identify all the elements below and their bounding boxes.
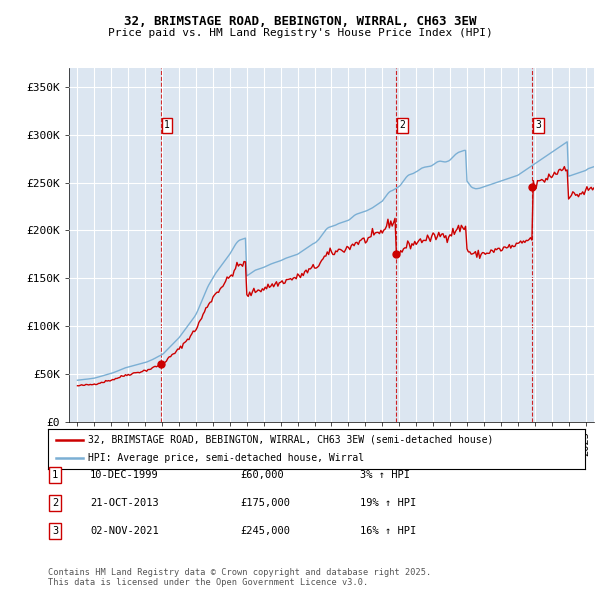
Text: Price paid vs. HM Land Registry's House Price Index (HPI): Price paid vs. HM Land Registry's House …	[107, 28, 493, 38]
Text: 3: 3	[535, 120, 541, 130]
Text: 32, BRIMSTAGE ROAD, BEBINGTON, WIRRAL, CH63 3EW (semi-detached house): 32, BRIMSTAGE ROAD, BEBINGTON, WIRRAL, C…	[88, 435, 494, 445]
Text: 10-DEC-1999: 10-DEC-1999	[90, 470, 159, 480]
Text: 21-OCT-2013: 21-OCT-2013	[90, 498, 159, 507]
Text: 02-NOV-2021: 02-NOV-2021	[90, 526, 159, 536]
Text: 16% ↑ HPI: 16% ↑ HPI	[360, 526, 416, 536]
Text: £175,000: £175,000	[240, 498, 290, 507]
Text: 3: 3	[52, 526, 58, 536]
Text: Contains HM Land Registry data © Crown copyright and database right 2025.
This d: Contains HM Land Registry data © Crown c…	[48, 568, 431, 587]
Text: 32, BRIMSTAGE ROAD, BEBINGTON, WIRRAL, CH63 3EW: 32, BRIMSTAGE ROAD, BEBINGTON, WIRRAL, C…	[124, 15, 476, 28]
Text: £245,000: £245,000	[240, 526, 290, 536]
Text: 2: 2	[52, 498, 58, 507]
Text: 1: 1	[52, 470, 58, 480]
Text: 1: 1	[164, 120, 170, 130]
Text: £60,000: £60,000	[240, 470, 284, 480]
Text: HPI: Average price, semi-detached house, Wirral: HPI: Average price, semi-detached house,…	[88, 453, 364, 463]
Text: 2: 2	[399, 120, 405, 130]
Text: 3% ↑ HPI: 3% ↑ HPI	[360, 470, 410, 480]
Text: 19% ↑ HPI: 19% ↑ HPI	[360, 498, 416, 507]
